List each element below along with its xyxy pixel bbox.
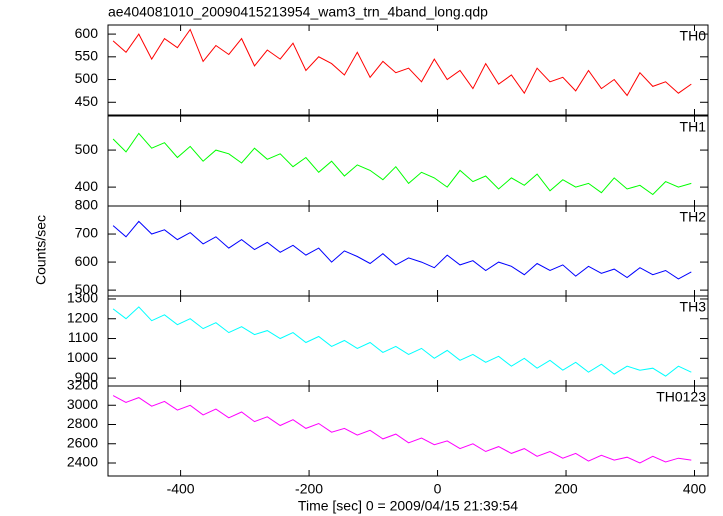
y-axis-label: Counts/sec [33,215,49,285]
y-tick-label: 600 [75,253,99,269]
x-tick-label: -400 [167,481,195,497]
y-tick-label: 3200 [67,377,98,393]
panel-label: TH0 [680,28,707,44]
y-tick-label: 2400 [67,454,98,470]
y-tick-label: 700 [75,225,99,241]
y-tick-label: 1100 [68,329,98,345]
panel-frame [107,295,709,387]
data-line [112,306,692,377]
y-tick-label: 450 [75,93,99,109]
y-tick-label: 500 [75,70,99,86]
data-line [112,132,692,196]
panel-frame [107,24,709,116]
chart-title: ae404081010_20090415213954_wam3_trn_4ban… [108,4,488,20]
y-tick-label: 1000 [67,349,98,365]
panel-frame [107,115,709,207]
x-tick-label: 0 [434,481,442,497]
data-line [112,28,692,97]
y-tick-label: 1200 [67,309,98,325]
y-tick-label: 3000 [67,396,98,412]
data-line [112,220,692,280]
x-tick-label: 200 [554,481,578,497]
x-tick-label: 400 [683,481,707,497]
y-tick-label: 1300 [67,290,98,306]
panel-label: TH1 [680,119,707,135]
y-tick-label: 800 [75,197,99,213]
panel-label: TH3 [680,299,707,315]
panel-label: TH2 [680,209,707,225]
y-tick-label: 500 [75,141,99,157]
y-tick-label: 600 [75,25,99,41]
panel-frame [107,385,709,477]
data-line [112,395,692,464]
panel-label: TH0123 [656,389,706,405]
y-tick-label: 400 [75,178,99,194]
x-tick-label: -200 [295,481,323,497]
y-tick-label: 2600 [67,434,98,450]
y-tick-label: 550 [75,48,99,64]
panel-frame [107,205,709,297]
x-axis-label: Time [sec] 0 = 2009/04/15 21:39:54 [298,498,518,514]
y-tick-label: 900 [75,369,99,385]
y-tick-label: 2800 [67,415,98,431]
y-tick-label: 500 [75,281,99,297]
